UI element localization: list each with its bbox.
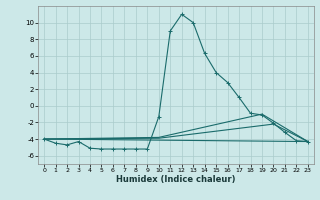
X-axis label: Humidex (Indice chaleur): Humidex (Indice chaleur) [116, 175, 236, 184]
